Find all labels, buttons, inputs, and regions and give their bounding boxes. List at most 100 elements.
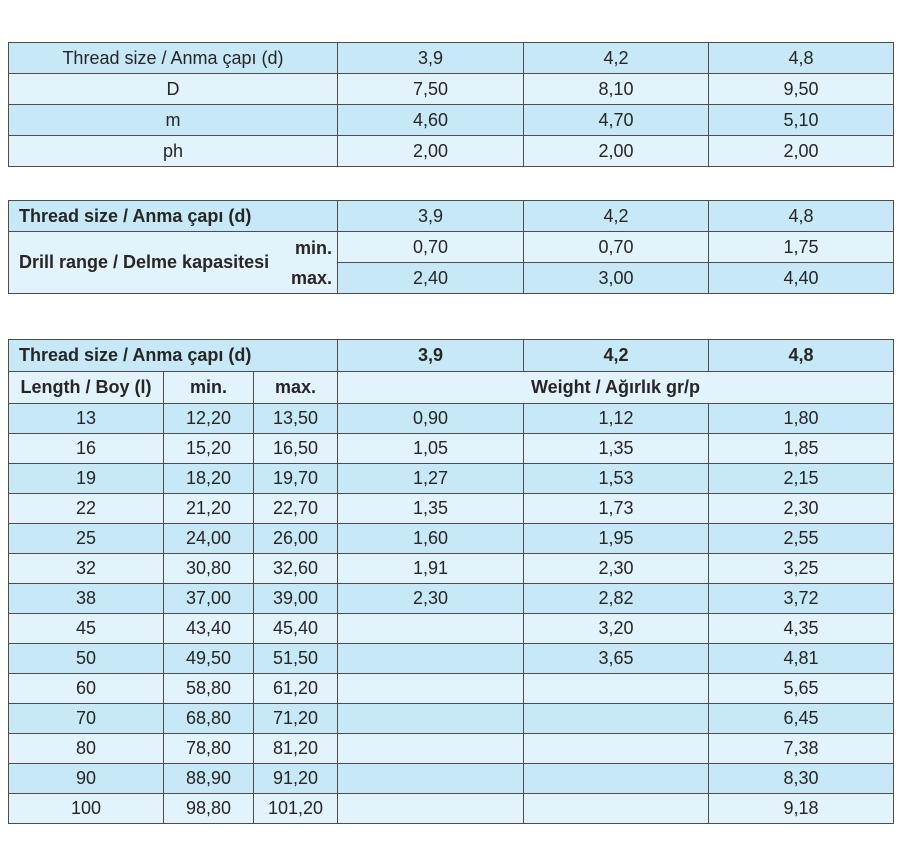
max-cell: 39,00 xyxy=(252,583,339,614)
thread-size-value: 4,8 xyxy=(708,42,894,74)
table3-header-label: Thread size / Anma çapı (d) xyxy=(7,339,339,372)
table-row: 100 98,80 101,20 9,18 xyxy=(8,793,895,824)
dim-label: m xyxy=(8,104,338,136)
weight-cell xyxy=(337,733,525,764)
min-cell: 78,80 xyxy=(163,733,254,764)
table-row: Thread size / Anma çapı (d) 3,9 4,2 4,8 xyxy=(7,339,895,372)
min-cell: 88,90 xyxy=(163,763,254,794)
weight-cell: 5,65 xyxy=(708,673,895,704)
table-row: 2,40 3,00 4,40 xyxy=(9,262,894,294)
spec-sheet-page: Thread size / Anma çapı (d) 3,9 4,2 4,8 … xyxy=(7,42,895,824)
length-cell: 22 xyxy=(8,493,164,524)
length-cell: 90 xyxy=(8,763,164,794)
range-min-value: 1,75 xyxy=(708,231,894,263)
min-cell: 49,50 xyxy=(163,643,254,674)
thread-dimensions-table: Thread size / Anma çapı (d) 3,9 4,2 4,8 … xyxy=(8,42,894,167)
thread-size-value: 4,2 xyxy=(523,200,709,232)
table-row: 45 43,40 45,40 3,20 4,35 xyxy=(8,613,895,644)
weight-cell: 1,35 xyxy=(337,493,525,524)
weight-cell: 7,38 xyxy=(708,733,895,764)
dim-value: 4,70 xyxy=(523,104,709,136)
weight-cell: 2,82 xyxy=(523,583,710,614)
weight-cell: 2,55 xyxy=(708,523,895,554)
weight-cell: 1,35 xyxy=(523,433,710,464)
thread-size-value: 4,2 xyxy=(523,42,709,74)
length-cell: 32 xyxy=(8,553,164,584)
weight-cell: 1,85 xyxy=(708,433,895,464)
dim-label: ph xyxy=(8,135,338,167)
min-header: min. xyxy=(163,371,254,404)
table-row: 90 88,90 91,20 8,30 xyxy=(8,763,895,794)
table-row: Length / Boy (l) min. max. Weight / Ağır… xyxy=(8,371,895,404)
table-row: 19 18,20 19,70 1,27 1,53 2,15 xyxy=(8,463,895,494)
weight-cell xyxy=(523,703,710,734)
thread-size-value: 4,2 xyxy=(523,339,710,372)
min-cell: 98,80 xyxy=(163,793,254,824)
length-cell: 100 xyxy=(8,793,164,824)
weight-cell xyxy=(523,673,710,704)
weight-cell: 4,35 xyxy=(708,613,895,644)
weight-cell: 1,27 xyxy=(337,463,525,494)
thread-size-value: 4,8 xyxy=(708,339,895,372)
min-cell: 21,20 xyxy=(163,493,254,524)
drill-range-table: Thread size / Anma çapı (d) 3,9 4,2 4,8 … xyxy=(8,200,894,294)
weight-cell: 3,20 xyxy=(523,613,710,644)
range-max-value: 4,40 xyxy=(708,262,894,294)
max-cell: 45,40 xyxy=(252,613,339,644)
min-cell: 37,00 xyxy=(163,583,254,614)
weight-cell xyxy=(337,763,525,794)
table1-header-label: Thread size / Anma çapı (d) xyxy=(8,42,338,74)
max-header: max. xyxy=(252,371,339,404)
table-row: 38 37,00 39,00 2,30 2,82 3,72 xyxy=(8,583,895,614)
thread-size-value: 3,9 xyxy=(337,42,524,74)
min-max-labels: min. max. xyxy=(291,233,337,293)
table-row: Thread size / Anma çapı (d) 3,9 4,2 4,8 xyxy=(8,42,894,74)
weight-cell xyxy=(337,613,525,644)
table-row: 13 12,20 13,50 0,90 1,12 1,80 xyxy=(8,403,895,434)
length-header: Length / Boy (l) xyxy=(8,371,164,404)
max-cell: 22,70 xyxy=(252,493,339,524)
min-cell: 68,80 xyxy=(163,703,254,734)
weight-cell xyxy=(523,793,710,824)
weight-cell: 1,12 xyxy=(523,403,710,434)
length-cell: 50 xyxy=(8,643,164,674)
length-cell: 38 xyxy=(8,583,164,614)
max-cell: 61,20 xyxy=(252,673,339,704)
min-cell: 18,20 xyxy=(163,463,254,494)
max-cell: 16,50 xyxy=(252,433,339,464)
weight-cell xyxy=(337,703,525,734)
weight-cell: 1,73 xyxy=(523,493,710,524)
table-row: 80 78,80 81,20 7,38 xyxy=(8,733,895,764)
table-row: Thread size / Anma çapı (d) 3,9 4,2 4,8 xyxy=(8,200,894,232)
max-cell: 32,60 xyxy=(252,553,339,584)
thread-size-value: 3,9 xyxy=(337,200,524,232)
length-cell: 19 xyxy=(8,463,164,494)
drill-range-label: Drill range / Delme kapasitesi xyxy=(19,252,270,272)
length-cell: 16 xyxy=(8,433,164,464)
weight-cell: 2,30 xyxy=(523,553,710,584)
weight-cell: 0,90 xyxy=(337,403,525,434)
max-cell: 101,20 xyxy=(252,793,339,824)
max-label: max. xyxy=(290,267,332,288)
table-row: 16 15,20 16,50 1,05 1,35 1,85 xyxy=(8,433,895,464)
length-weight-table: Thread size / Anma çapı (d) 3,9 4,2 4,8 … xyxy=(7,339,895,824)
length-cell: 13 xyxy=(8,403,164,434)
table2-header-label: Thread size / Anma çapı (d) xyxy=(8,200,338,232)
thread-size-value: 3,9 xyxy=(337,339,525,372)
table-row: 50 49,50 51,50 3,65 4,81 xyxy=(8,643,895,674)
weight-cell: 3,25 xyxy=(708,553,895,584)
weight-cell xyxy=(523,733,710,764)
weight-cell: 2,30 xyxy=(337,583,525,614)
min-cell: 30,80 xyxy=(163,553,254,584)
range-max-value: 3,00 xyxy=(523,262,709,294)
min-label: min. xyxy=(294,237,332,258)
weight-cell: 1,95 xyxy=(523,523,710,554)
thread-size-value: 4,8 xyxy=(708,200,894,232)
range-min-value: 0,70 xyxy=(523,231,709,263)
min-cell: 24,00 xyxy=(163,523,254,554)
table-row: Drill range / Delme kapasitesi min. max.… xyxy=(8,231,894,294)
weight-cell: 1,80 xyxy=(708,403,895,434)
weight-cell: 1,91 xyxy=(337,553,525,584)
range-min-value: 0,70 xyxy=(337,231,524,263)
weight-cell: 6,45 xyxy=(708,703,895,734)
